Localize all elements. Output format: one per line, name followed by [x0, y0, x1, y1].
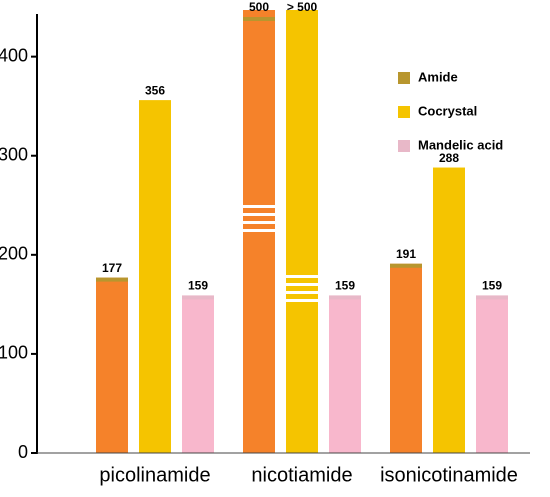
value-label: > 500 [287, 0, 318, 14]
value-label: 159 [482, 279, 502, 293]
bar-cap [476, 295, 508, 300]
bars [96, 10, 508, 453]
bar [476, 295, 508, 453]
value-label: 500 [249, 0, 269, 14]
bar [139, 100, 171, 453]
bar-cap [139, 100, 171, 105]
y-tick-label: 100 [0, 343, 28, 363]
bar-cap [243, 17, 275, 21]
x-tick-label: nicotiamide [251, 464, 352, 486]
axis-break [286, 291, 318, 294]
value-label: 159 [335, 279, 355, 293]
bar [286, 10, 318, 453]
bar-cap [286, 17, 318, 21]
legend-label: Amide [418, 69, 458, 84]
value-label: 288 [439, 151, 459, 165]
axis-break [243, 229, 275, 232]
bar [182, 295, 214, 453]
axis-break [286, 299, 318, 302]
value-label: 356 [145, 83, 165, 97]
legend-label: Cocrystal [418, 103, 477, 118]
y-tick-label: 0 [18, 442, 28, 462]
y-tick-label: 400 [0, 45, 28, 65]
axis-break [286, 283, 318, 286]
axis-break [286, 275, 318, 278]
legend-swatch [398, 106, 410, 118]
bar-cap [433, 167, 465, 172]
legend-swatch [398, 140, 410, 152]
axis-break [243, 213, 275, 216]
bar-cap [390, 263, 422, 268]
y-tick-label: 300 [0, 144, 28, 164]
bar [329, 295, 361, 453]
bar-cap [182, 295, 214, 300]
bar-cap [329, 295, 361, 300]
axis-break [243, 205, 275, 208]
value-label: 159 [188, 279, 208, 293]
x-tick-label: isonicotinamide [380, 464, 518, 486]
value-label: 177 [102, 261, 122, 275]
legend-label: Mandelic acid [418, 137, 503, 152]
value-label: 191 [396, 247, 416, 261]
bar-cap [96, 277, 128, 282]
legend-swatch [398, 72, 410, 84]
x-tick-label: picolinamide [99, 464, 210, 486]
y-tick-label: 200 [0, 244, 28, 264]
axis-break [243, 221, 275, 224]
bar [390, 263, 422, 453]
bar [433, 167, 465, 453]
bar [96, 277, 128, 453]
